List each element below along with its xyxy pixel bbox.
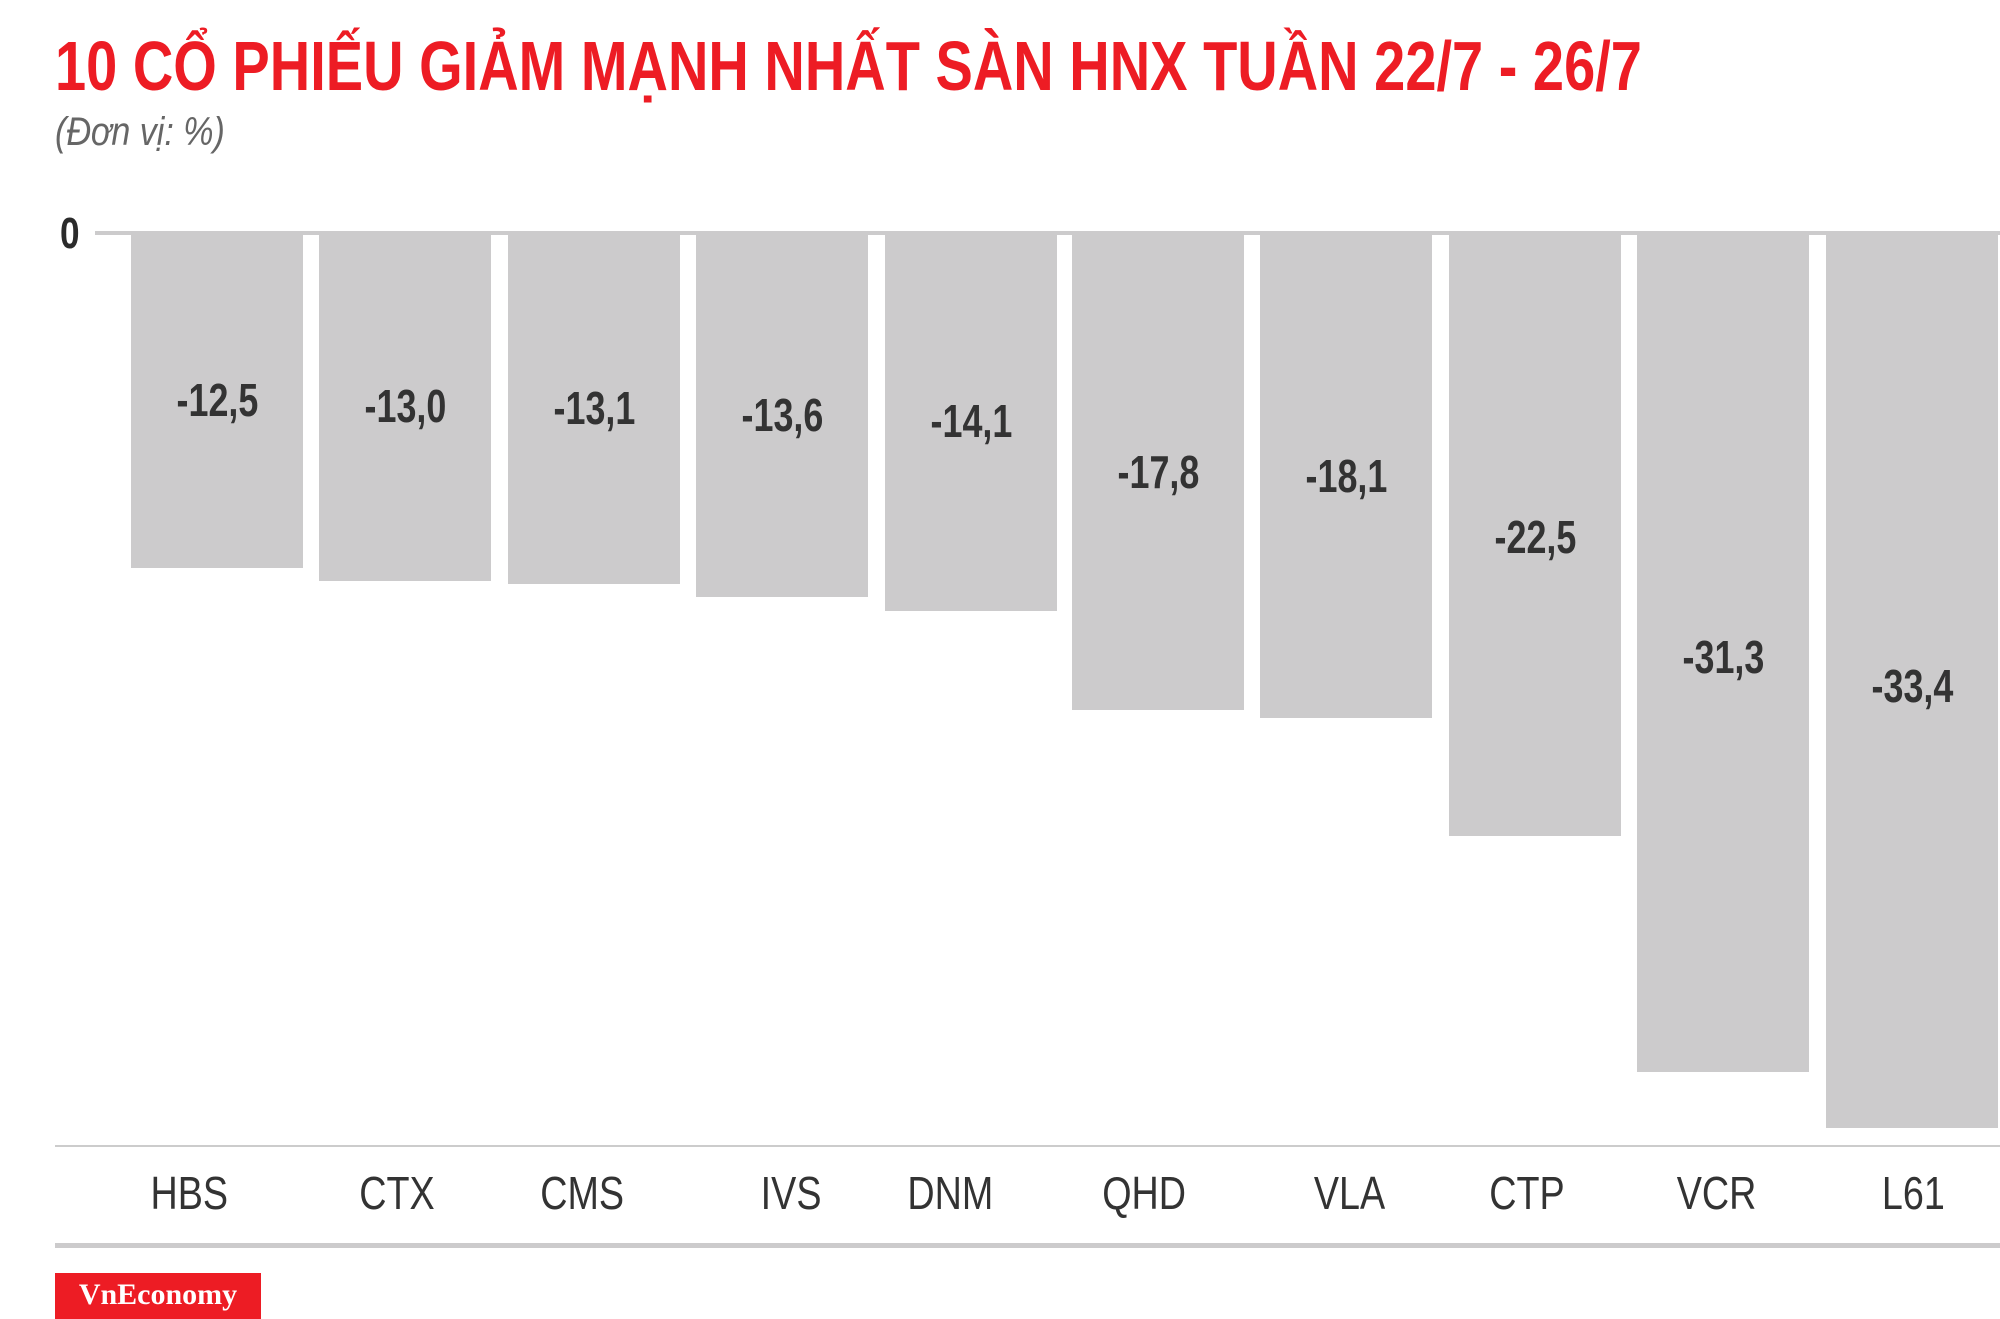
bar-ctx bbox=[319, 233, 491, 582]
bar-value-label: -13,0 bbox=[319, 383, 491, 429]
x-axis-label-text: VCR bbox=[1677, 1167, 1757, 1219]
x-axis-label-text: CMS bbox=[540, 1167, 624, 1219]
bar-value-text: -22,5 bbox=[1494, 510, 1576, 563]
bar-value-label: -13,1 bbox=[508, 385, 680, 431]
x-axis-label-dnm: DNM bbox=[850, 1170, 1050, 1216]
x-axis-label-vla: VLA bbox=[1249, 1170, 1449, 1216]
bar-value-text: -17,8 bbox=[1117, 446, 1199, 499]
bar-value-label: -13,6 bbox=[696, 392, 868, 438]
bar-dnm bbox=[885, 233, 1057, 611]
bar-ivs bbox=[696, 233, 868, 598]
x-axis-label-ctp: CTP bbox=[1427, 1170, 1627, 1216]
bar-ctp bbox=[1449, 233, 1621, 836]
bar-value-text: -13,6 bbox=[741, 388, 823, 441]
bar-value-text: -33,4 bbox=[1871, 660, 1953, 713]
bar-value-text: -13,1 bbox=[553, 381, 635, 434]
bar-value-label: -33,4 bbox=[1826, 663, 1998, 709]
vneconomy-logo: VnEconomy bbox=[55, 1273, 261, 1319]
x-axis-label-text: VLA bbox=[1313, 1167, 1385, 1219]
x-axis-label-cms: CMS bbox=[482, 1170, 682, 1216]
x-axis-label-l61: L61 bbox=[1813, 1170, 2000, 1216]
x-axis-label-hbs: HBS bbox=[89, 1170, 289, 1216]
x-axis-label-text: L61 bbox=[1881, 1167, 1945, 1219]
bar-value-label: -22,5 bbox=[1449, 514, 1621, 560]
bar-value-text: -13,0 bbox=[364, 380, 446, 433]
x-axis-label-text: IVS bbox=[760, 1167, 822, 1219]
bar-value-label: -18,1 bbox=[1260, 453, 1432, 499]
x-axis-label-text: CTX bbox=[359, 1167, 435, 1219]
chart-unit-subtitle: (Đơn vị: %) bbox=[55, 110, 225, 154]
x-axis-label-ctx: CTX bbox=[297, 1170, 497, 1216]
bar-cms bbox=[508, 233, 680, 585]
x-axis-label-ivs: IVS bbox=[691, 1170, 891, 1216]
x-axis-bottom-rule bbox=[55, 1243, 2000, 1248]
bar-value-text: -14,1 bbox=[930, 395, 1012, 448]
bar-qhd bbox=[1072, 233, 1244, 711]
y-axis-zero-label: 0 bbox=[60, 209, 80, 258]
x-axis-label-text: QHD bbox=[1102, 1167, 1186, 1219]
x-axis-label-vcr: VCR bbox=[1617, 1170, 1817, 1216]
bar-vla bbox=[1260, 233, 1432, 719]
x-axis-line bbox=[55, 1145, 2000, 1147]
x-axis-label-text: HBS bbox=[150, 1167, 228, 1219]
x-axis-label-qhd: QHD bbox=[1044, 1170, 1244, 1216]
bar-l61 bbox=[1826, 233, 1998, 1129]
bar-value-label: -31,3 bbox=[1637, 634, 1809, 680]
bar-value-text: -18,1 bbox=[1305, 450, 1387, 503]
x-axis-label-text: DNM bbox=[907, 1167, 993, 1219]
x-axis-label-text: CTP bbox=[1489, 1167, 1565, 1219]
bar-value-label: -14,1 bbox=[885, 398, 1057, 444]
chart-title: 10 CỔ PHIẾU GIẢM MẠNH NHẤT SÀN HNX TUẦN … bbox=[55, 27, 1642, 105]
bar-hbs bbox=[131, 233, 303, 568]
bar-value-text: -31,3 bbox=[1682, 631, 1764, 684]
bar-value-label: -17,8 bbox=[1072, 449, 1244, 495]
bar-value-label: -12,5 bbox=[131, 377, 303, 423]
bar-value-text: -12,5 bbox=[176, 373, 258, 426]
bar-vcr bbox=[1637, 233, 1809, 1072]
